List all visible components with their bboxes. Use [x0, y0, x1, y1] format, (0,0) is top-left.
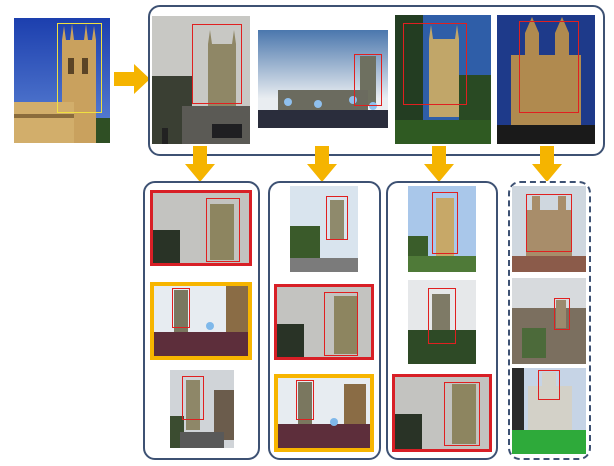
arrow-down-icon: [307, 146, 337, 182]
query-bbox: [57, 23, 102, 113]
arrow-down-icon: [532, 146, 562, 182]
result-bbox: [296, 380, 314, 420]
result-bbox: [554, 298, 570, 330]
col3-image-3: [392, 374, 492, 452]
col1-image-2: [150, 282, 252, 360]
retrieved-bbox: [519, 21, 579, 113]
col2-image-1: [290, 186, 358, 272]
col1-image-1: [150, 190, 252, 266]
arrow-right-icon: [114, 64, 150, 94]
col1-image-3: [170, 370, 234, 448]
query-image: [14, 18, 110, 143]
result-bbox: [428, 288, 456, 344]
retrieved-image-2: [258, 30, 388, 128]
result-bbox: [526, 194, 572, 252]
result-bbox: [326, 196, 348, 240]
result-bbox: [432, 192, 458, 254]
col4-image-1: [512, 186, 586, 272]
col3-image-2: [408, 280, 476, 364]
result-bbox: [538, 370, 560, 400]
retrieved-bbox: [354, 54, 382, 106]
retrieved-image-4: [497, 15, 595, 144]
retrieved-bbox: [192, 24, 242, 104]
result-bbox: [172, 288, 190, 328]
col4-image-3: [512, 368, 586, 454]
result-bbox: [324, 292, 358, 356]
result-bbox: [206, 198, 240, 262]
col3-image-1: [408, 186, 476, 272]
arrow-down-icon: [424, 146, 454, 182]
retrieved-image-1: [152, 16, 250, 144]
retrieved-bbox: [403, 23, 467, 105]
arrow-down-icon: [185, 146, 215, 182]
col4-image-2: [512, 278, 586, 364]
result-bbox: [444, 382, 480, 446]
col2-image-3: [274, 374, 374, 452]
result-bbox: [182, 376, 204, 420]
retrieved-image-3: [395, 15, 491, 144]
col2-image-2: [274, 284, 374, 360]
